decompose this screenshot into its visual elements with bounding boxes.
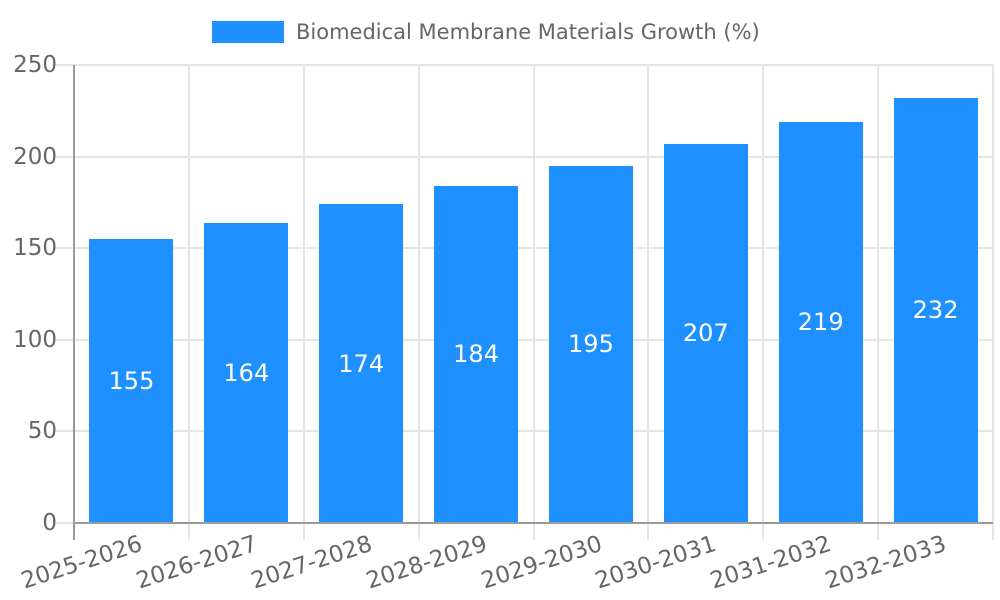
x-axis-tick: [992, 523, 994, 540]
x-axis-tick-label: 2032-2033: [822, 531, 950, 595]
bar: [893, 97, 978, 523]
bar: [778, 121, 863, 523]
bar: [663, 143, 748, 523]
x-axis-tick: [187, 523, 190, 540]
x-axis-tick-label: 2028-2029: [362, 531, 491, 595]
x-axis-tick: [302, 523, 305, 540]
grid-line-horizontal: [56, 64, 993, 66]
legend: Biomedical Membrane Materials Growth (%): [212, 20, 760, 44]
bar: [89, 239, 174, 523]
bar-value-label: 164: [223, 358, 270, 387]
x-axis-tick-label: 2027-2028: [247, 531, 376, 595]
legend-swatch: [212, 21, 284, 43]
bar-value-label: 195: [568, 330, 614, 359]
x-axis-tick: [762, 523, 765, 540]
bar-value-label: 155: [108, 367, 155, 396]
x-axis-tick: [647, 523, 650, 540]
x-axis-tick-label: 2029-2030: [477, 531, 605, 595]
grid-line-horizontal: [56, 430, 993, 433]
y-axis-tick-label: 200: [13, 143, 57, 170]
bar-value-label: 232: [912, 296, 959, 325]
bar: [434, 185, 519, 523]
bar: [319, 204, 404, 523]
bar: [548, 165, 633, 523]
grid-line-vertical: [992, 65, 994, 523]
y-axis-line: [73, 65, 75, 540]
bar-value-label: 219: [797, 308, 844, 337]
grid-line-horizontal: [56, 247, 993, 250]
x-axis-tick-label: 2030-2031: [592, 531, 720, 595]
x-axis-tick: [417, 523, 420, 540]
grid-line-vertical: [762, 65, 765, 523]
x-axis-tick-label: 2031-2032: [707, 531, 835, 595]
bar-value-label: 174: [338, 349, 385, 378]
grid-line-vertical: [417, 65, 420, 523]
bar-value-label: 207: [682, 319, 729, 348]
x-axis-tick: [532, 523, 535, 540]
x-axis-tick-label: 2025-2026: [18, 531, 146, 595]
y-axis-tick-label: 250: [13, 52, 57, 78]
y-axis-tick-label: 100: [13, 326, 57, 353]
grid-line-vertical: [302, 65, 305, 523]
x-axis-tick-label: 2026-2027: [133, 531, 261, 595]
grid-line-vertical: [877, 65, 880, 523]
y-axis-tick-label: 50: [27, 418, 57, 445]
legend-label: Biomedical Membrane Materials Growth (%): [296, 20, 760, 44]
bar: [204, 222, 289, 523]
grid-line-vertical: [187, 65, 190, 523]
y-axis-tick-label: 0: [42, 510, 57, 536]
x-axis-tick: [877, 523, 880, 540]
grid-line-horizontal: [56, 155, 993, 158]
grid-line-vertical: [532, 65, 535, 523]
x-axis-line: [73, 522, 993, 524]
grid-line-horizontal: [56, 338, 993, 341]
y-axis-tick-label: 150: [13, 235, 57, 262]
bar-value-label: 184: [453, 340, 499, 369]
grid-line-vertical: [647, 65, 650, 523]
